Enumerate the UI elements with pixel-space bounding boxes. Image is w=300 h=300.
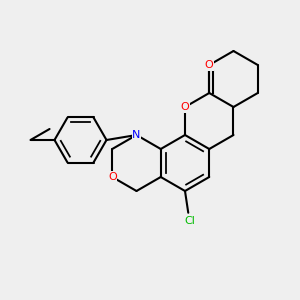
Text: Cl: Cl [184, 216, 195, 226]
Text: O: O [108, 172, 117, 182]
Text: O: O [181, 102, 189, 112]
Text: N: N [132, 130, 141, 140]
Text: O: O [205, 60, 214, 70]
